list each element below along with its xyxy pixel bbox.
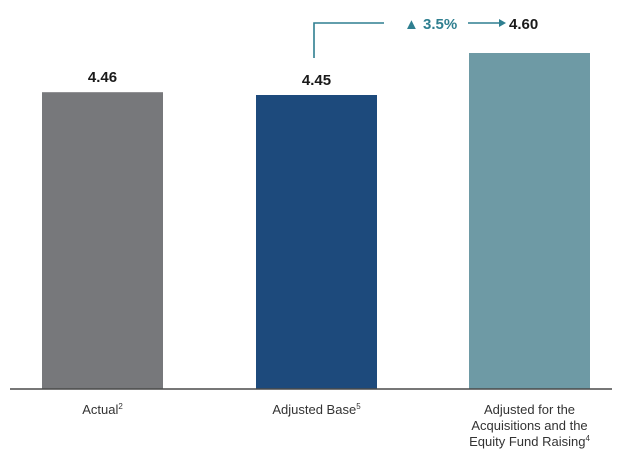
category-label-line: Acquisitions and the bbox=[471, 418, 587, 433]
category-label-line: Equity Fund Raising bbox=[469, 434, 585, 449]
change-connector-line bbox=[313, 22, 384, 58]
category-label-line: Adjusted Base bbox=[272, 402, 356, 417]
change-percent-value: 3.5% bbox=[423, 16, 457, 33]
category-label-1: Actual2 bbox=[82, 402, 123, 417]
footnote-marker: 2 bbox=[118, 402, 123, 411]
bar-1 bbox=[42, 92, 163, 389]
value-label-1: 4.46 bbox=[88, 69, 117, 86]
bar-2 bbox=[256, 95, 377, 389]
category-label-line: Adjusted for the bbox=[484, 402, 575, 417]
category-label-3: Adjusted for the Acquisitions and the Equi… bbox=[469, 402, 590, 449]
change-percent-label: ▲ 3.5% bbox=[404, 16, 457, 33]
footnote-marker: 4 bbox=[585, 434, 590, 443]
bar-3 bbox=[469, 53, 590, 389]
value-label-2: 4.45 bbox=[302, 72, 331, 89]
footnote-marker: 5 bbox=[356, 402, 361, 411]
value-label-3: 4.60 bbox=[509, 16, 538, 33]
category-label-2: Adjusted Base5 bbox=[272, 402, 361, 417]
up-triangle-icon: ▲ bbox=[404, 16, 423, 33]
category-label-line: Actual bbox=[82, 402, 118, 417]
arrow-right-icon bbox=[499, 19, 506, 27]
